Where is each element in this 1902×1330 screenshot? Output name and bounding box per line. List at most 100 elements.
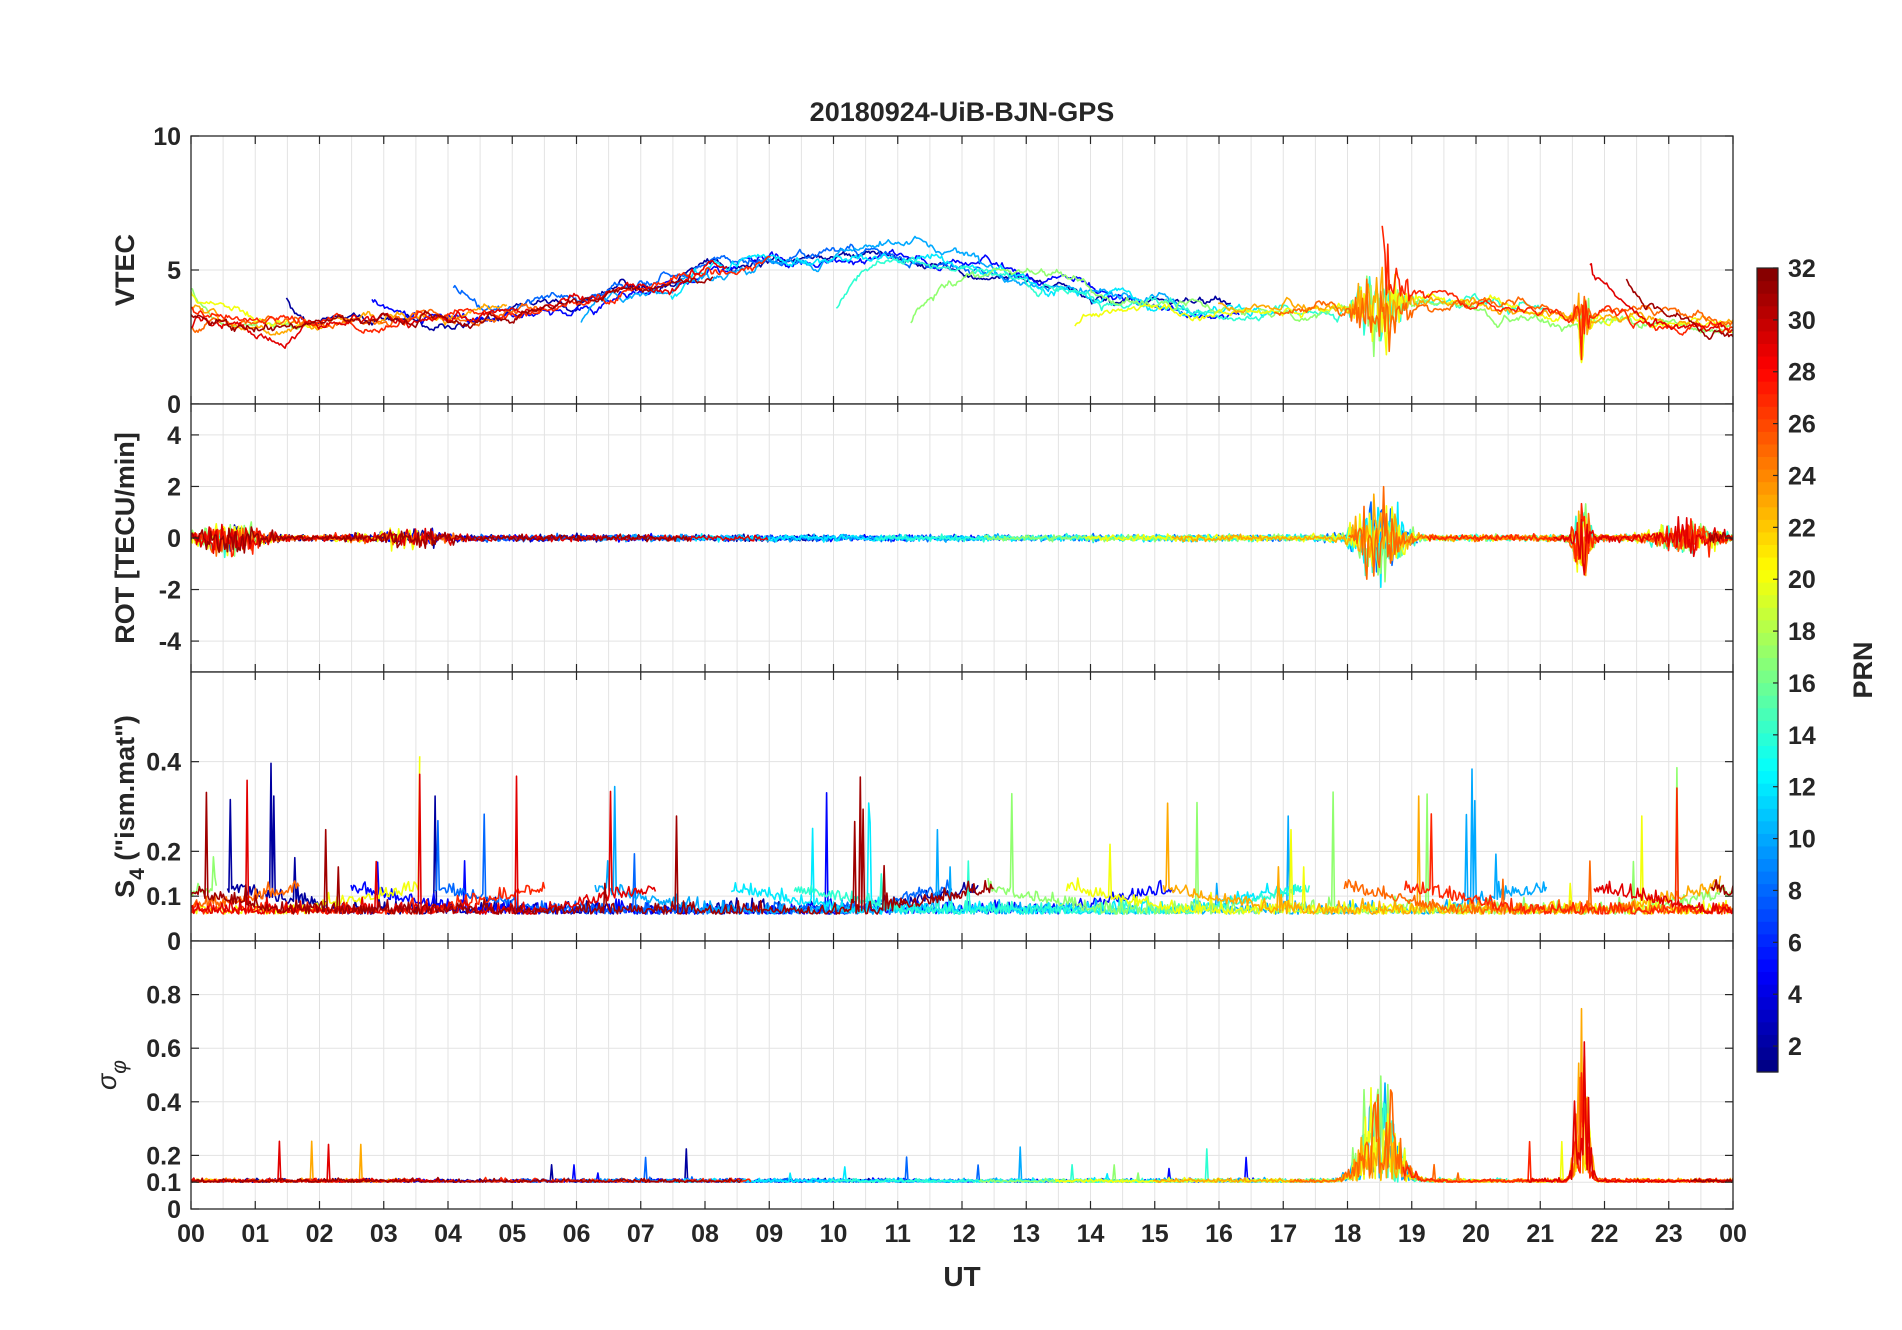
colorbar-segment <box>1757 544 1778 558</box>
colorbar-segment <box>1757 770 1778 784</box>
colorbar-segment <box>1757 682 1778 696</box>
x-tick-label: 09 <box>755 1220 783 1248</box>
x-tick-label: 02 <box>306 1220 334 1248</box>
y-tick-label: 0.2 <box>146 838 181 866</box>
colorbar-segment <box>1757 670 1778 684</box>
series-lines <box>191 1007 1733 1183</box>
colorbar-segment <box>1757 984 1778 998</box>
colorbar-segment <box>1757 469 1778 483</box>
colorbar-segment <box>1757 506 1778 520</box>
colorbar-tick-label: 10 <box>1788 826 1816 854</box>
panel-vtec: 0 5 10 VTEC <box>110 123 1734 419</box>
series-lines <box>191 756 1733 915</box>
colorbar-segment <box>1757 293 1778 307</box>
colorbar-tick-label: 22 <box>1788 514 1816 542</box>
colorbar-segment <box>1757 644 1778 659</box>
y-tick-label: 0 <box>167 525 181 553</box>
series-line-prn-31 <box>191 526 1733 554</box>
y-tick-label: 0.1 <box>146 1169 181 1197</box>
x-tick-label: 21 <box>1526 1220 1554 1248</box>
colorbar-segment <box>1757 594 1778 608</box>
colorbar-segment <box>1757 556 1778 571</box>
x-axis-label: UT <box>943 1261 980 1292</box>
series-line-prn-10 <box>580 235 1201 323</box>
colorbar-tick-label: 8 <box>1788 877 1802 905</box>
panel-rot: -4 -2 0 2 4 ROT [TECU/min] <box>110 403 1734 673</box>
colorbar-segment <box>1757 958 1778 973</box>
colorbar-segment <box>1757 1021 1778 1035</box>
colorbar-tick-label: 26 <box>1788 411 1816 439</box>
series-lines <box>191 225 1733 364</box>
colorbar-tick-label: 18 <box>1788 618 1816 646</box>
y-tick-label: -4 <box>159 628 181 656</box>
x-tick-label: 11 <box>885 1220 912 1248</box>
y-tick-label: 0.8 <box>146 982 181 1010</box>
colorbar-tick-label: 14 <box>1788 722 1816 750</box>
y-tick-label: -2 <box>159 577 181 605</box>
colorbar-tick-label: 30 <box>1788 307 1816 335</box>
colorbar-segment <box>1757 1059 1778 1073</box>
colorbar-segment <box>1757 607 1778 621</box>
colorbar-tick-label: 4 <box>1788 981 1802 1009</box>
colorbar-segment <box>1757 381 1778 395</box>
colorbar-segment <box>1757 393 1778 407</box>
colorbar-tick-label: 6 <box>1788 929 1802 957</box>
colorbar-segment <box>1757 569 1778 583</box>
x-tick-label: 04 <box>434 1220 462 1248</box>
colorbar-segment <box>1757 833 1778 847</box>
series-line-prn-12 <box>670 253 1279 318</box>
x-tick-label: 03 <box>370 1220 398 1248</box>
y-axis-label: σφ <box>92 1060 131 1090</box>
colorbar-segment <box>1757 1009 1778 1023</box>
colorbar-segment <box>1757 732 1778 746</box>
y-axis-label: VTEC <box>110 234 140 306</box>
y-tick-label: 4 <box>167 422 181 450</box>
x-tick-label: 10 <box>820 1220 848 1248</box>
colorbar-segment <box>1757 808 1778 822</box>
colorbar-segment <box>1757 494 1778 508</box>
x-tick-label: 14 <box>1077 1220 1105 1248</box>
series-line-prn-29 <box>191 773 1733 915</box>
colorbar-tick-label: 20 <box>1788 566 1816 594</box>
colorbar-segment <box>1757 355 1778 370</box>
y-tick-label: 0 <box>167 928 181 956</box>
colorbar-segment <box>1757 519 1778 533</box>
y-tick-label: 0 <box>167 391 181 419</box>
colorbar-segment <box>1757 619 1778 633</box>
colorbar-segment <box>1757 845 1778 860</box>
colorbar-segment <box>1757 996 1778 1010</box>
colorbar-tick-label: 12 <box>1788 774 1816 802</box>
x-tick-label: 23 <box>1655 1220 1683 1248</box>
colorbar-tick-label: 16 <box>1788 670 1816 698</box>
series-line-prn-29 <box>191 259 1733 349</box>
x-tick-label: 18 <box>1334 1220 1362 1248</box>
x-tick-label: 19 <box>1398 1220 1426 1248</box>
y-tick-label: 2 <box>167 473 181 501</box>
x-tick-label: 00 <box>177 1220 205 1248</box>
colorbar-segment <box>1757 933 1778 947</box>
colorbar-tick-label: 24 <box>1788 462 1816 490</box>
colorbar-segment <box>1757 531 1778 545</box>
x-tick-label: 16 <box>1205 1220 1233 1248</box>
colorbar-segment <box>1757 720 1778 734</box>
y-tick-label: 10 <box>153 123 181 151</box>
colorbar-segment <box>1757 695 1778 709</box>
colorbar-segment <box>1757 707 1778 721</box>
y-tick-label: 0.2 <box>146 1142 181 1170</box>
x-tick-label: 15 <box>1141 1220 1169 1248</box>
y-axis-label: S4 ("ism.mat") <box>110 715 149 898</box>
colorbar-segment <box>1757 883 1778 897</box>
colorbar-segment <box>1757 406 1778 420</box>
y-tick-label: 0.1 <box>146 883 181 911</box>
colorbar-segment <box>1757 318 1778 332</box>
panel-sigma_phi: 00.10.2 0.4 0.6 0.8 σφ <box>92 940 1734 1224</box>
colorbar-segment <box>1757 268 1778 282</box>
x-tick-label: 12 <box>948 1220 976 1248</box>
chart-title: 20180924-UiB-BJN-GPS <box>810 97 1115 127</box>
colorbar-segment <box>1757 1034 1778 1048</box>
colorbar-segment <box>1757 305 1778 319</box>
x-tick-label: 05 <box>498 1220 526 1248</box>
y-tick-label: 0.6 <box>146 1035 181 1063</box>
colorbar-segment <box>1757 783 1778 797</box>
